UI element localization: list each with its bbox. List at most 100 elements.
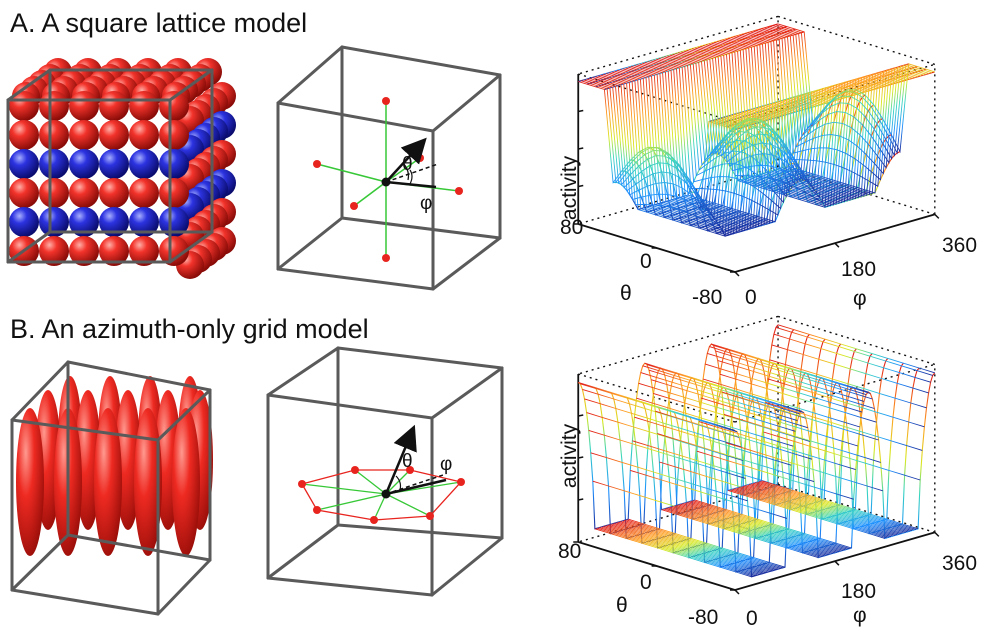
mesh-line: [766, 26, 924, 165]
mesh-line: [755, 482, 913, 532]
red-sphere: [159, 236, 189, 266]
projection-line: [385, 478, 447, 496]
mesh-line: [769, 359, 927, 409]
mesh-line: [661, 509, 819, 559]
theta-tick-0: 0: [640, 571, 652, 594]
mesh-line: [684, 502, 842, 552]
mesh-line: [613, 522, 771, 572]
red-sphere: [39, 120, 69, 150]
theta-tick-80: 80: [560, 216, 583, 239]
cube-edge: [340, 45, 502, 77]
hexagon-outline: [301, 469, 463, 521]
mesh-line: [752, 30, 910, 194]
azimuth-grid-activity-plot: activity 80 0 -80 θ 0 180 360 φ: [558, 315, 977, 630]
neighbor-node: [313, 160, 321, 168]
box-edge: [578, 165, 779, 225]
theta-tick-minus-80: -80: [692, 286, 722, 309]
mesh-line: [669, 506, 827, 556]
cube-edge: [156, 388, 212, 442]
mesh-line: [702, 378, 861, 428]
mesh-line: [769, 25, 927, 161]
mesh-line: [621, 520, 779, 570]
cube-edge: [431, 73, 502, 133]
cube-edge: [10, 418, 160, 442]
mesh-line: [742, 485, 900, 535]
mesh-line: [736, 35, 894, 199]
mesh-line: [596, 527, 754, 577]
square-lattice-cube: [6, 58, 236, 279]
mesh-line: [717, 360, 875, 409]
mesh-line: [584, 398, 742, 448]
box-edge: [578, 315, 779, 375]
mesh-line: [705, 363, 863, 413]
red-sphere: [69, 91, 99, 121]
neighbor-node: [351, 466, 359, 474]
mesh-line: [690, 500, 848, 550]
mesh-line: [763, 431, 921, 481]
phi-tick-360: 360: [942, 552, 977, 575]
mesh-line: [746, 484, 904, 534]
mesh-line: [671, 506, 829, 556]
mesh-line: [732, 488, 890, 538]
z-axis-label: activity: [558, 155, 581, 220]
neighbor-axis: [354, 469, 387, 495]
mesh-line: [603, 525, 761, 575]
red-ellipsoid: [134, 408, 162, 556]
mesh-line: [636, 397, 794, 447]
cube-edge: [168, 230, 214, 264]
theta-axis-label: θ: [620, 282, 632, 305]
cube-edge: [266, 576, 434, 597]
mesh-line: [711, 42, 869, 206]
neighbor-node: [298, 480, 306, 488]
mesh-line: [688, 501, 846, 551]
cube-edge: [10, 533, 70, 592]
mesh-line: [750, 483, 908, 533]
blue-sphere: [39, 207, 69, 237]
mesh-line: [697, 46, 855, 199]
phi-tick-180: 180: [841, 258, 876, 281]
red-sphere: [69, 178, 99, 208]
red-sphere: [39, 236, 69, 266]
red-sphere: [99, 120, 129, 150]
mesh-line: [761, 28, 919, 175]
square-lattice-activity-plot: activity 80 0 -80 θ 0 180 360 φ: [558, 15, 977, 310]
wire-cube-frame: [276, 45, 502, 291]
phi-tick: [834, 242, 840, 248]
cube-edge: [276, 267, 435, 291]
hexagonal-neighbor-ring: [298, 424, 465, 524]
blue-sphere: [159, 149, 189, 179]
red-sphere: [69, 236, 99, 266]
mesh-line: [594, 528, 752, 578]
reference-dashed-line: [385, 473, 447, 495]
red-sphere: [159, 178, 189, 208]
mesh-line: [657, 433, 815, 483]
mesh-line: [609, 524, 767, 574]
neighbor-axis: [353, 181, 387, 207]
red-sphere: [99, 91, 129, 121]
neighbor-node: [416, 154, 424, 162]
cube-edge: [66, 533, 212, 562]
neighbor-node: [426, 512, 434, 520]
phi-tick: [934, 213, 940, 219]
mesh-line: [741, 33, 899, 197]
cube-edge: [10, 588, 160, 616]
mesh-line: [591, 77, 750, 219]
mesh-line: [696, 450, 854, 500]
theta-angle-label: θ: [402, 451, 413, 472]
mesh-line: [764, 27, 922, 170]
panel-a-title: A. A square lattice model: [10, 8, 308, 38]
theta-tick-minus-80: -80: [688, 606, 718, 629]
z-tick: [578, 498, 584, 501]
box-edge: [777, 315, 936, 366]
neighbor-node: [313, 506, 321, 514]
mesh-line: [617, 521, 775, 571]
panel-b-title: B. An azimuth-only grid model: [10, 314, 369, 344]
lattice-neighbor-axes: [313, 97, 463, 262]
mesh-line: [638, 382, 796, 432]
cube-edge: [266, 523, 340, 580]
mesh-line: [677, 504, 836, 554]
direction-arrow: [385, 137, 427, 183]
neighbor-node: [370, 516, 378, 524]
box-edge: [734, 63, 935, 123]
